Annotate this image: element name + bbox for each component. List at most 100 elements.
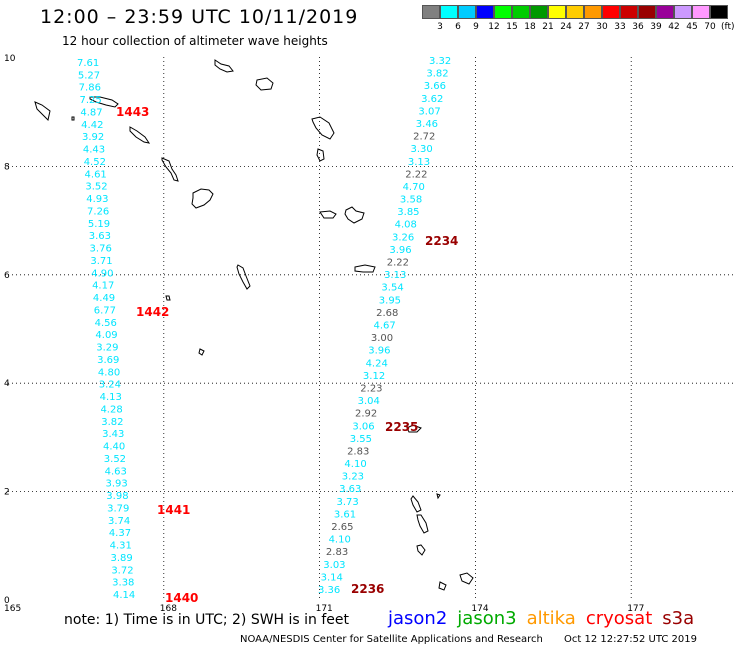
- track-a-values: 7.615.27 7.867.254.87 4.423.92 4.434.524.61…: [77, 58, 135, 601]
- legend-label: 6: [455, 22, 461, 32]
- satellite-legend: jason2 jason3 altika cryosat s3a: [388, 608, 704, 629]
- swh-value-a: 4.28: [100, 404, 122, 415]
- footer-timestamp: Oct 12 12:27:52 UTC 2019: [564, 634, 697, 645]
- island-outline: [34, 101, 51, 121]
- footer-credit: NOAA/NESDIS Center for Satellite Applica…: [240, 634, 543, 645]
- swh-value-b: 3.03: [323, 560, 345, 571]
- pass-time-label-a: 1443: [116, 105, 149, 119]
- swh-value-a: 3.29: [96, 343, 118, 354]
- swh-value-b: 3.36: [318, 585, 340, 596]
- legend-unit: (ft): [721, 22, 735, 32]
- islands: [34, 59, 474, 591]
- island-outline: [236, 264, 251, 290]
- satellite-label: jason3: [457, 608, 517, 629]
- swh-value-b: 4.70: [403, 182, 425, 193]
- island-outline: [459, 572, 474, 585]
- island-outline: [436, 493, 441, 500]
- legend-label: 12: [488, 22, 500, 32]
- legend-swatch: [548, 5, 566, 19]
- satellite-label: altika: [526, 608, 576, 629]
- swh-value-b: 3.62: [421, 94, 443, 105]
- island-outline: [161, 157, 179, 182]
- island-outline: [129, 126, 151, 144]
- swh-value-b: 3.04: [358, 396, 380, 407]
- swh-value-a: 3.98: [106, 491, 128, 502]
- swh-value-b: 3.61: [334, 509, 356, 520]
- swh-value-b: 4.08: [395, 220, 417, 231]
- y-tick-label: 6: [4, 271, 10, 281]
- satellite-label: s3a: [662, 608, 695, 629]
- swh-value-b: 2.22: [405, 169, 427, 180]
- legend-swatch: [566, 5, 584, 19]
- swh-value-b: 3.54: [381, 283, 403, 294]
- swh-value-b: 3.12: [363, 371, 385, 382]
- swh-value-a: 4.63: [105, 466, 127, 477]
- legend-label: 30: [596, 22, 608, 32]
- island-outline: [416, 544, 426, 556]
- note-text: note: 1) Time is in UTC; 2) SWH is in fe…: [64, 612, 350, 628]
- swh-value-a: 7.86: [79, 83, 101, 94]
- swh-value-a: 5.27: [78, 70, 100, 81]
- swh-value-b: 2.92: [355, 409, 377, 420]
- swh-value-a: 3.74: [108, 516, 130, 527]
- swh-value-b: 4.24: [366, 358, 388, 369]
- swh-value-b: 3.73: [337, 497, 359, 508]
- y-tick-label: 10: [4, 54, 16, 64]
- x-tick-label: 174: [471, 604, 488, 614]
- swh-value-b: 3.07: [418, 106, 440, 117]
- satellite-label: cryosat: [585, 608, 653, 629]
- legend-label: 3: [437, 22, 443, 32]
- swh-value-b: 3.82: [426, 69, 448, 80]
- swh-value-a: 3.52: [85, 182, 107, 193]
- legend-swatch: [512, 5, 530, 19]
- y-tick-label: 8: [4, 162, 10, 172]
- y-tick-label: 4: [4, 379, 10, 389]
- island-outline: [410, 495, 422, 513]
- swh-value-a: 6.77: [94, 305, 116, 316]
- legend-label: 33: [614, 22, 626, 32]
- swh-value-a: 3.89: [110, 553, 132, 564]
- legend-swatch: [710, 5, 728, 19]
- swh-value-a: 3.93: [105, 479, 127, 490]
- swh-value-b: 3.46: [416, 119, 438, 130]
- pass-time-label-a: 1441: [157, 503, 190, 517]
- pass-time-label-a: 1442: [136, 305, 169, 319]
- swh-value-b: 3.58: [400, 195, 422, 206]
- legend-label: 36: [632, 22, 644, 32]
- swh-value-b: 3.96: [368, 346, 390, 357]
- swh-value-a: 4.31: [110, 541, 132, 552]
- legend-swatch: [440, 5, 458, 19]
- swh-value-b: 4.10: [344, 459, 366, 470]
- swh-value-b: 3.96: [389, 245, 411, 256]
- swh-value-b: 4.67: [374, 321, 396, 332]
- legend-label: 39: [650, 22, 662, 32]
- swh-value-b: 4.10: [329, 535, 351, 546]
- map-grid: [8, 57, 733, 600]
- legend-label: 42: [668, 22, 680, 32]
- swh-value-b: 2.65: [331, 522, 353, 533]
- swh-value-a: 4.40: [103, 442, 125, 453]
- swh-value-b: 3.23: [342, 472, 364, 483]
- x-tick-label: 177: [627, 604, 644, 614]
- swh-value-b: 3.13: [384, 270, 406, 281]
- axis-labels: 165 168 171 174 177 0 2 4 6 8 10: [4, 54, 644, 614]
- swh-value-a: 4.52: [84, 157, 106, 168]
- pass-time-label-b: 2236: [351, 582, 384, 596]
- x-tick-label: 168: [160, 604, 177, 614]
- swh-value-b: 3.14: [321, 572, 343, 583]
- swh-value-a: 4.90: [91, 268, 113, 279]
- island-outline: [354, 264, 376, 273]
- swh-value-a: 5.19: [88, 219, 110, 230]
- island-outline: [198, 348, 205, 356]
- swh-value-a: 4.09: [95, 330, 117, 341]
- swh-value-a: 4.80: [98, 367, 120, 378]
- legend-swatch: [692, 5, 710, 19]
- y-tick-label: 0: [4, 596, 10, 606]
- swh-value-a: 4.49: [93, 293, 115, 304]
- swh-value-a: 3.76: [90, 244, 112, 255]
- island-outline: [311, 116, 335, 140]
- swh-value-b: 3.32: [429, 56, 451, 67]
- swh-value-b: 3.95: [379, 295, 401, 306]
- swh-value-b: 3.00: [371, 333, 393, 344]
